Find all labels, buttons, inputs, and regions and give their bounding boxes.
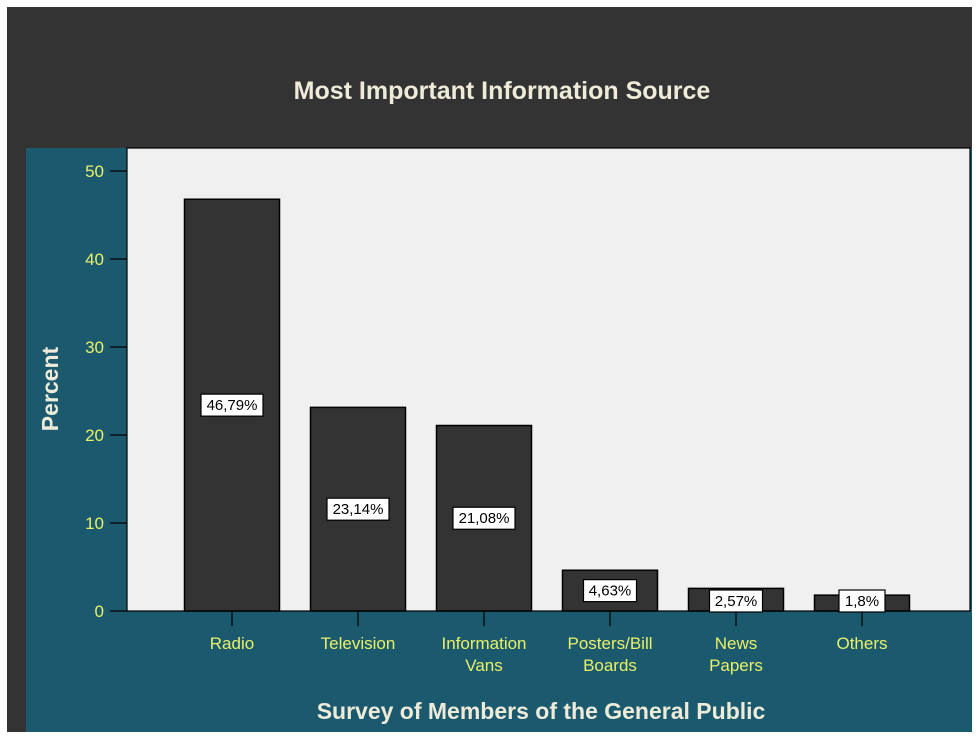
y-tick-label: 20 [85, 426, 104, 445]
x-axis-title: Survey of Members of the General Public [317, 698, 766, 724]
x-tick-label: Vans [465, 656, 503, 675]
chart-frame: Most Important Information Source 0 10 20 3… [7, 7, 972, 732]
x-tick-label: Papers [709, 656, 763, 675]
y-tick-label: 0 [95, 602, 104, 621]
x-tick-label: News [715, 634, 758, 653]
x-tick-label: Television [321, 634, 396, 653]
x-tick-label: Radio [210, 634, 254, 653]
y-tick-label: 10 [85, 514, 104, 533]
data-label: 4,63% [589, 583, 632, 600]
data-label: 21,08% [459, 510, 510, 527]
x-tick-label: Others [836, 634, 887, 653]
bar-chart: 0 10 20 30 40 50 Radio Television Information Va… [7, 7, 972, 732]
y-axis-title: Percent [37, 346, 63, 431]
y-tick-label: 30 [85, 338, 104, 357]
y-tick-label: 50 [85, 162, 104, 181]
x-tick-label: Information [441, 634, 526, 653]
data-label: 46,79% [207, 397, 258, 414]
x-tick-label: Posters/Bill [567, 634, 652, 653]
data-label: 2,57% [715, 593, 758, 610]
data-label: 1,8% [845, 593, 879, 610]
y-tick-label: 40 [85, 250, 104, 269]
x-tick-label: Boards [583, 656, 637, 675]
data-label: 23,14% [333, 501, 384, 518]
